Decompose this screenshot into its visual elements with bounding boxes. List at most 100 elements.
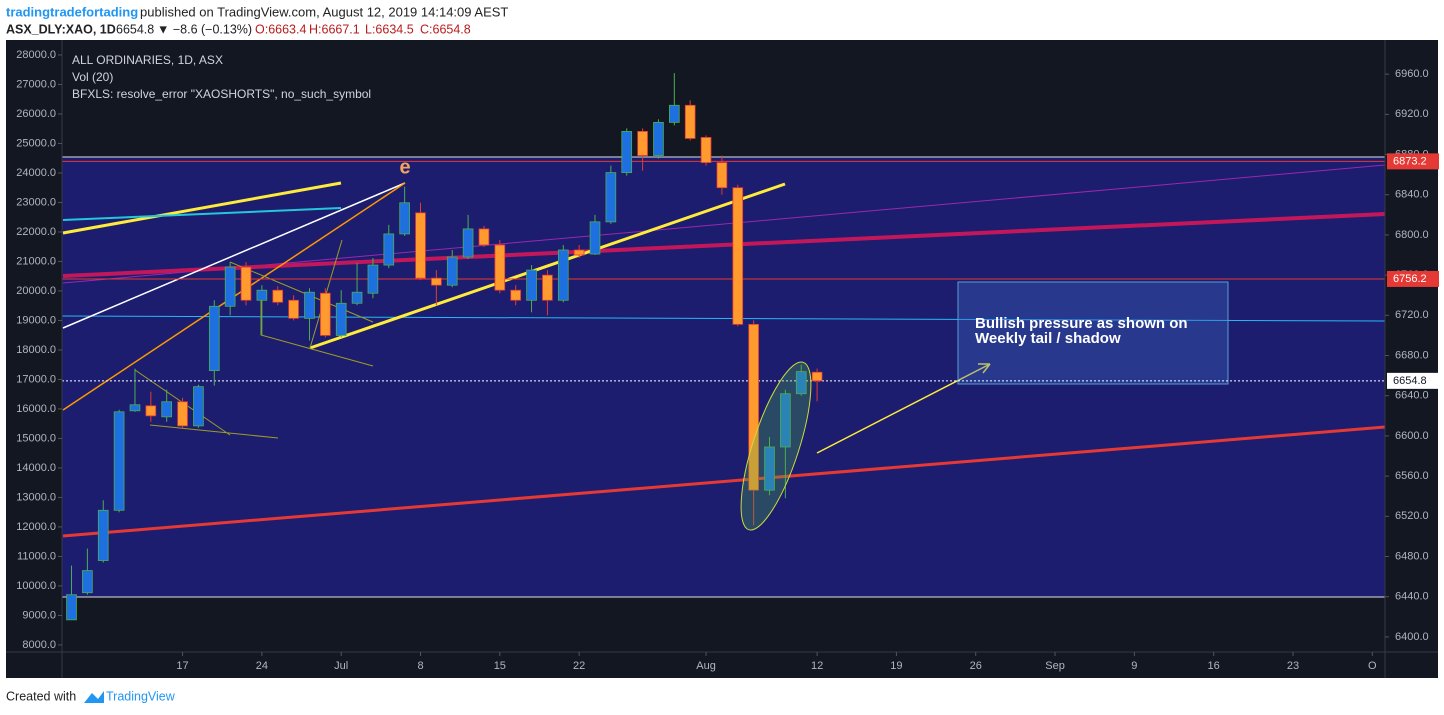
annotation: Weekly tail / shadow [975,330,1121,347]
candle-body [415,212,426,279]
candle-body [288,299,299,319]
candle-body [462,228,474,258]
x-tick-label: 9 [1131,660,1137,672]
y2-tick-label: 17000.0 [16,373,56,385]
candle-body [542,274,553,301]
last: 6654.8 [116,22,154,36]
candle-body [161,401,173,418]
candle-body [494,244,506,291]
author: tradingtradefortading [6,4,138,19]
arrow-head [978,363,991,374]
candle-body [272,289,284,303]
arrow [816,363,991,454]
y2-tick-label: 28000.0 [16,49,56,61]
y-tick-label: 6480.0 [1395,550,1429,562]
change: ▼ −8.6 (−0.13%) [157,22,252,36]
logo [84,691,104,703]
price-label: 6756.2 [1393,273,1427,285]
y2-tick-label: 14000.0 [16,462,56,474]
ohlc-high: H:6667.1 [309,22,360,36]
footer-brand: TradingView [106,689,176,703]
legend-item: Vol (20) [72,70,113,84]
trend-line [62,207,342,221]
y2-tick-label: 18000.0 [16,344,56,356]
trend-line [62,182,406,329]
candle-body [113,411,125,511]
trend-line [62,181,342,235]
candle-body [66,594,77,621]
candle-body [605,172,617,223]
candle-body [764,446,775,491]
y2-tick-label: 26000.0 [16,108,56,120]
published: published on TradingView.com, August 12,… [140,4,508,19]
candle-body [145,405,157,417]
x-tick-label: 16 [1208,660,1220,672]
x-tick-label: 8 [417,660,423,672]
y-tick-label: 6560.0 [1395,470,1429,482]
candle-body [351,291,363,304]
candle-body [510,289,522,301]
y-tick-label: 6680.0 [1395,349,1429,361]
candle-body [383,233,395,266]
note-box [957,281,1229,385]
x-tick-label: 24 [256,660,268,672]
x-tick-label: O [1368,660,1377,672]
candle-body [621,131,633,174]
y2-tick-label: 10000.0 [16,580,56,592]
trend-line [62,212,1386,278]
candle-body [208,305,220,372]
trend-line [309,182,786,350]
candle-body [653,121,664,156]
candle-body [367,264,379,294]
symbol: ASX_DLY:XAO, 1D [6,22,116,36]
candle-body [700,137,712,163]
y2-tick-label: 9000.0 [22,609,56,621]
candle-body [193,386,204,427]
annotation: Bullish pressure as shown on [975,315,1188,332]
candle-body [573,249,585,256]
ohlc-low: L:6634.5 [365,22,414,36]
x-tick-label: 26 [970,660,982,672]
y-tick-label: 6440.0 [1395,591,1429,603]
x-tick-label: 15 [494,660,506,672]
y-tick-label: 6640.0 [1395,390,1429,402]
y2-tick-label: 25000.0 [16,137,56,149]
candle-body [446,256,458,286]
candle-body [224,266,236,307]
candle-body [557,249,569,301]
candle-body [589,221,601,255]
candle-body [335,302,347,336]
x-tick-label: 17 [176,660,188,672]
candle-body [526,269,537,301]
y2-tick-label: 21000.0 [16,255,56,267]
candle-body [780,393,791,448]
y2-tick-label: 19000.0 [16,314,56,326]
candle-body [177,401,188,427]
candle-body [732,187,744,325]
legend-item: ALL ORDINARIES, 1D, ASX [72,53,223,67]
x-tick-label: 22 [573,660,585,672]
ohlc-open: O:6663.4 [255,22,306,36]
candle-body [669,104,680,123]
y2-tick-label: 11000.0 [17,550,56,562]
ohlc-close: C:6654.8 [420,22,471,36]
candle-body [748,323,759,491]
candle-body [240,266,252,301]
y-tick-label: 6920.0 [1395,108,1429,120]
candle-body [684,104,696,139]
x-tick-label: Aug [696,660,716,672]
y-tick-label: 6960.0 [1395,68,1429,80]
candle-body [82,570,93,594]
candle-body [320,292,331,336]
price-label-bg [1387,270,1439,287]
highlight-ellipse [740,361,812,531]
y2-tick-label: 16000.0 [16,403,56,415]
y2-tick-label: 22000.0 [16,226,56,238]
cyan-level [61,315,1386,322]
y2-tick-label: 13000.0 [16,491,56,503]
footer: Created with [6,689,76,703]
candle-body [97,509,109,561]
trend-line [62,425,1386,538]
y2-tick-label: 27000.0 [16,78,56,90]
